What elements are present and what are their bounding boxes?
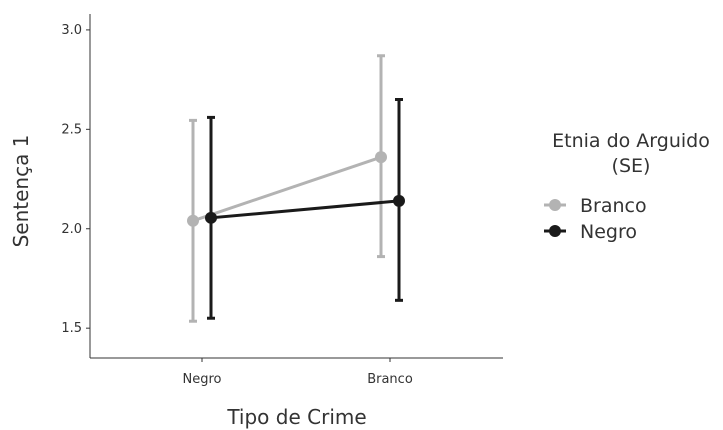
legend-item-branco: Branco xyxy=(544,195,647,217)
legend-label: Branco xyxy=(580,195,647,217)
x-tick-label: Branco xyxy=(367,372,413,387)
series-negro xyxy=(205,98,405,320)
y-tick-label: 3.0 xyxy=(61,23,82,38)
x-axis-title: Tipo de Crime xyxy=(226,405,366,429)
y-tick-label: 1.5 xyxy=(61,321,82,336)
data-point xyxy=(187,214,199,227)
legend-key-point xyxy=(549,225,561,237)
legend: Etnia do Arguido (SE) Branco Negro xyxy=(544,130,710,243)
legend-label: Negro xyxy=(580,221,637,243)
series-branco xyxy=(187,54,387,323)
series-line xyxy=(192,155,382,223)
data-point xyxy=(375,151,387,164)
legend-title-line1: Etnia do Arguido xyxy=(552,130,710,152)
series-line xyxy=(210,199,400,220)
legend-key-point xyxy=(549,199,561,211)
data-point xyxy=(205,211,217,224)
legend-title-line2: (SE) xyxy=(612,155,651,177)
data-point xyxy=(393,194,405,207)
legend-item-negro: Negro xyxy=(544,221,637,243)
y-tick-label: 2.0 xyxy=(61,222,82,237)
y-tick-label: 2.5 xyxy=(61,122,82,137)
y-axis-title: Sentença 1 xyxy=(9,135,33,248)
axes: 1.5 2.0 2.5 3.0 Negro Branco xyxy=(61,14,503,387)
x-tick-label: Negro xyxy=(183,372,222,387)
series-layer xyxy=(187,54,405,323)
